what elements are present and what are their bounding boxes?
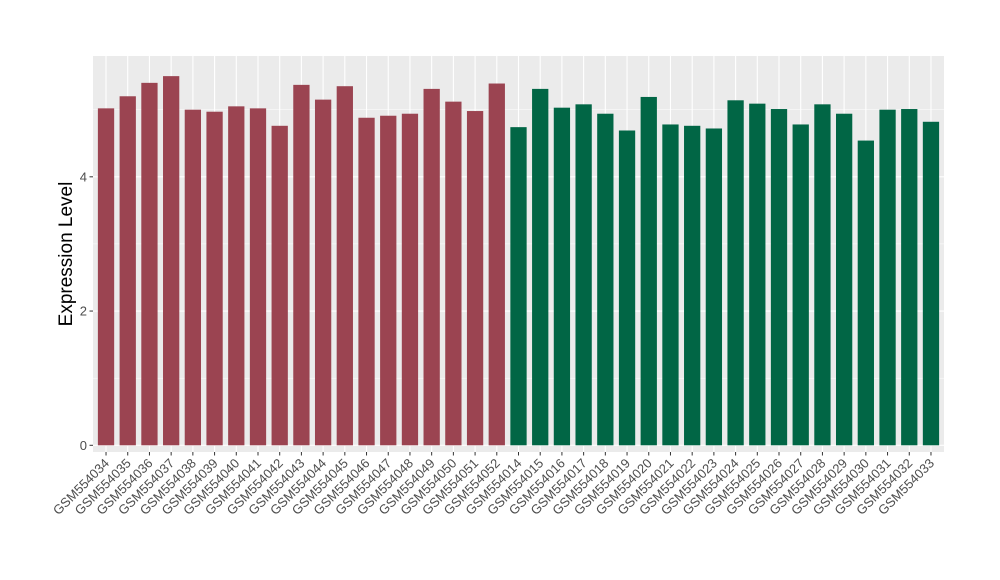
bar-GSM554029 [835,113,853,446]
bar-GSM554049 [423,88,440,446]
bar-GSM554021 [662,124,679,446]
bar-GSM554048 [401,113,419,446]
bar-GSM554031 [879,109,896,446]
bar-GSM554033 [922,121,940,446]
y-tick-label: 4 [80,169,87,184]
y-tick-label: 0 [80,438,87,453]
bar-GSM554036 [141,82,158,446]
bar-GSM554023 [705,128,723,446]
bar-GSM554026 [770,109,788,446]
bar-GSM554022 [684,125,701,446]
bar-GSM554051 [466,111,484,446]
bar-GSM554017 [575,104,592,446]
bar-GSM554014 [510,127,527,446]
bar-GSM554040 [228,106,245,446]
bar-GSM554052 [488,83,505,446]
bar-GSM554024 [727,100,744,446]
bar-GSM554034 [97,108,115,446]
x-axis: GSM554034GSM554035GSM554036GSM554037GSM5… [50,452,937,518]
bar-GSM554037 [163,76,180,446]
bar-GSM554030 [857,140,874,446]
bar-GSM554050 [445,101,462,446]
bar-GSM554044 [314,99,332,446]
bar-GSM554020 [640,96,657,446]
y-axis-title: Expression Level [56,182,77,327]
bar-GSM554041 [249,108,267,446]
bar-GSM554035 [119,96,136,446]
bar-GSM554028 [814,104,831,446]
bars [97,76,940,446]
bar-GSM554027 [792,124,809,446]
bar-GSM554016 [553,107,571,446]
bar-GSM554042 [271,125,288,446]
bar-GSM554038 [184,109,202,446]
bar-GSM554045 [336,86,353,446]
bar-GSM554043 [293,84,310,446]
bar-GSM554039 [206,111,223,446]
bar-GSM554015 [532,88,549,446]
bar-GSM554047 [380,115,397,446]
bar-GSM554019 [618,130,636,446]
bar-GSM554032 [901,109,918,446]
y-tick-label: 2 [80,304,87,319]
bar-GSM554018 [597,113,614,446]
y-axis: 0 2 4 [80,169,93,453]
bar-GSM554025 [749,103,766,446]
bar-GSM554046 [358,117,375,446]
